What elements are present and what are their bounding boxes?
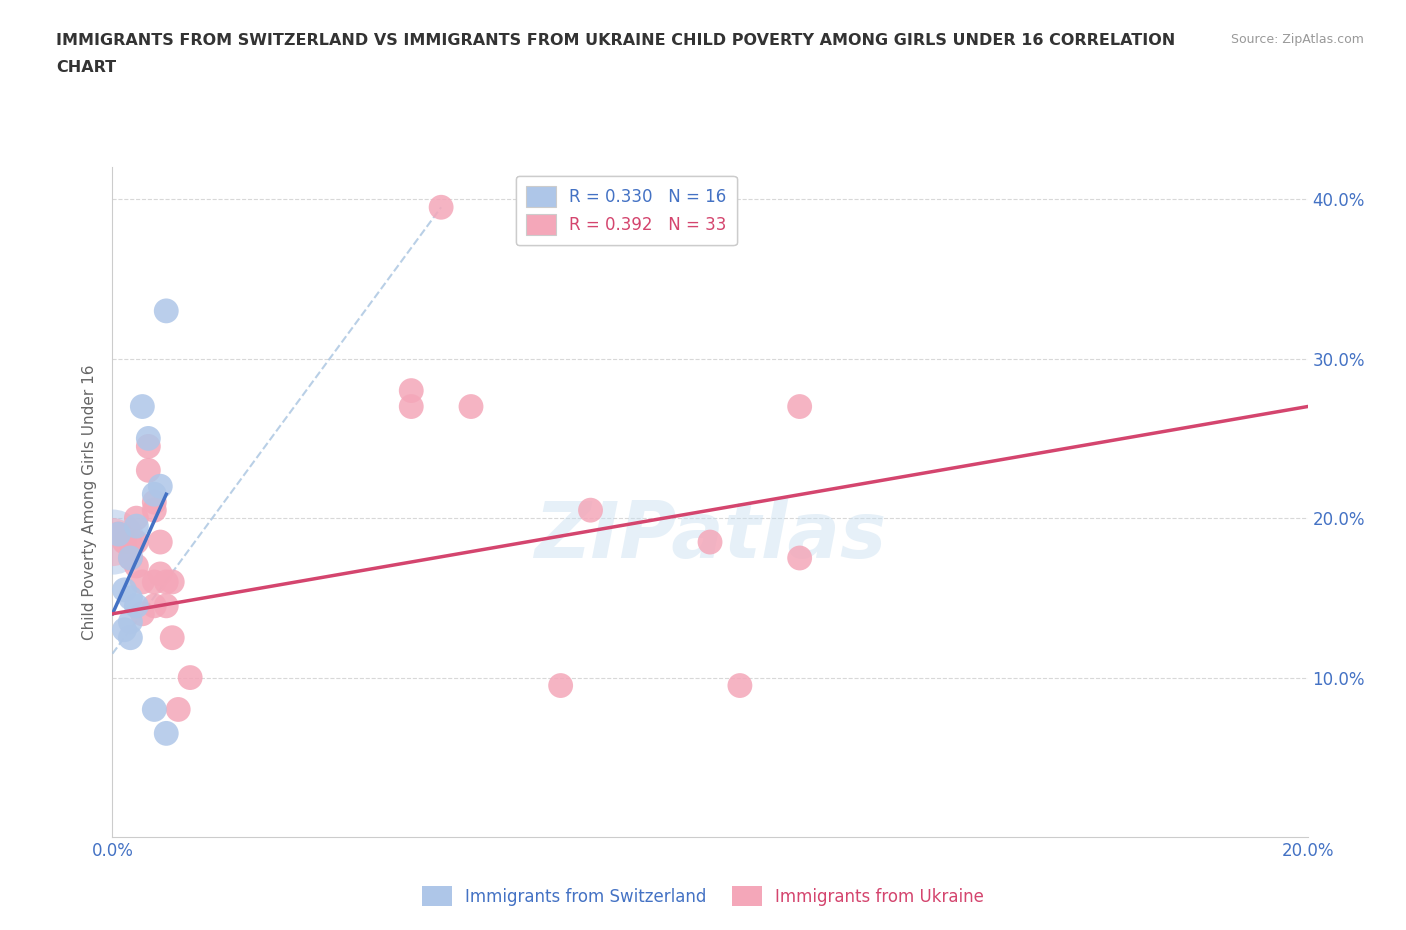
Point <box>728 678 751 693</box>
Point <box>125 598 148 613</box>
Point <box>162 575 183 590</box>
Legend: Immigrants from Switzerland, Immigrants from Ukraine: Immigrants from Switzerland, Immigrants … <box>415 880 991 912</box>
Point <box>401 399 423 414</box>
Point <box>789 399 811 414</box>
Point <box>401 383 423 398</box>
Point <box>120 551 142 565</box>
Legend: R = 0.330   N = 16, R = 0.392   N = 33: R = 0.330 N = 16, R = 0.392 N = 33 <box>516 176 737 246</box>
Point <box>143 495 166 510</box>
Point <box>699 535 721 550</box>
Point <box>138 463 160 478</box>
Point <box>131 606 153 621</box>
Text: IMMIGRANTS FROM SWITZERLAND VS IMMIGRANTS FROM UKRAINE CHILD POVERTY AMONG GIRLS: IMMIGRANTS FROM SWITZERLAND VS IMMIGRANT… <box>56 33 1175 47</box>
Point <box>149 479 172 494</box>
Point <box>131 575 153 590</box>
Text: CHART: CHART <box>56 60 117 75</box>
Point <box>143 702 166 717</box>
Point <box>125 519 148 534</box>
Point <box>131 399 153 414</box>
Point <box>120 535 142 550</box>
Point <box>120 631 142 645</box>
Point <box>550 678 572 693</box>
Point <box>155 598 177 613</box>
Point <box>179 671 201 685</box>
Point <box>143 575 166 590</box>
Point <box>114 582 135 597</box>
Point <box>101 535 124 550</box>
Point <box>149 566 172 581</box>
Point <box>143 503 166 518</box>
Point <box>143 598 166 613</box>
Point <box>155 575 177 590</box>
Point <box>101 535 124 550</box>
Point <box>460 399 482 414</box>
Y-axis label: Child Poverty Among Girls Under 16: Child Poverty Among Girls Under 16 <box>82 365 97 640</box>
Point <box>107 526 129 541</box>
Point <box>789 551 811 565</box>
Point <box>120 591 142 605</box>
Point <box>430 200 453 215</box>
Point <box>125 559 148 574</box>
Text: Source: ZipAtlas.com: Source: ZipAtlas.com <box>1230 33 1364 46</box>
Point <box>155 726 177 741</box>
Point <box>143 486 166 501</box>
Point <box>162 631 183 645</box>
Point <box>125 511 148 525</box>
Point <box>579 503 602 518</box>
Text: ZIPatlas: ZIPatlas <box>534 498 886 574</box>
Point <box>114 535 135 550</box>
Point <box>138 439 160 454</box>
Point <box>114 622 135 637</box>
Point <box>149 535 172 550</box>
Point <box>155 303 177 318</box>
Point <box>120 551 142 565</box>
Point <box>138 431 160 445</box>
Point <box>107 526 129 541</box>
Point <box>120 615 142 630</box>
Point <box>125 535 148 550</box>
Point <box>167 702 190 717</box>
